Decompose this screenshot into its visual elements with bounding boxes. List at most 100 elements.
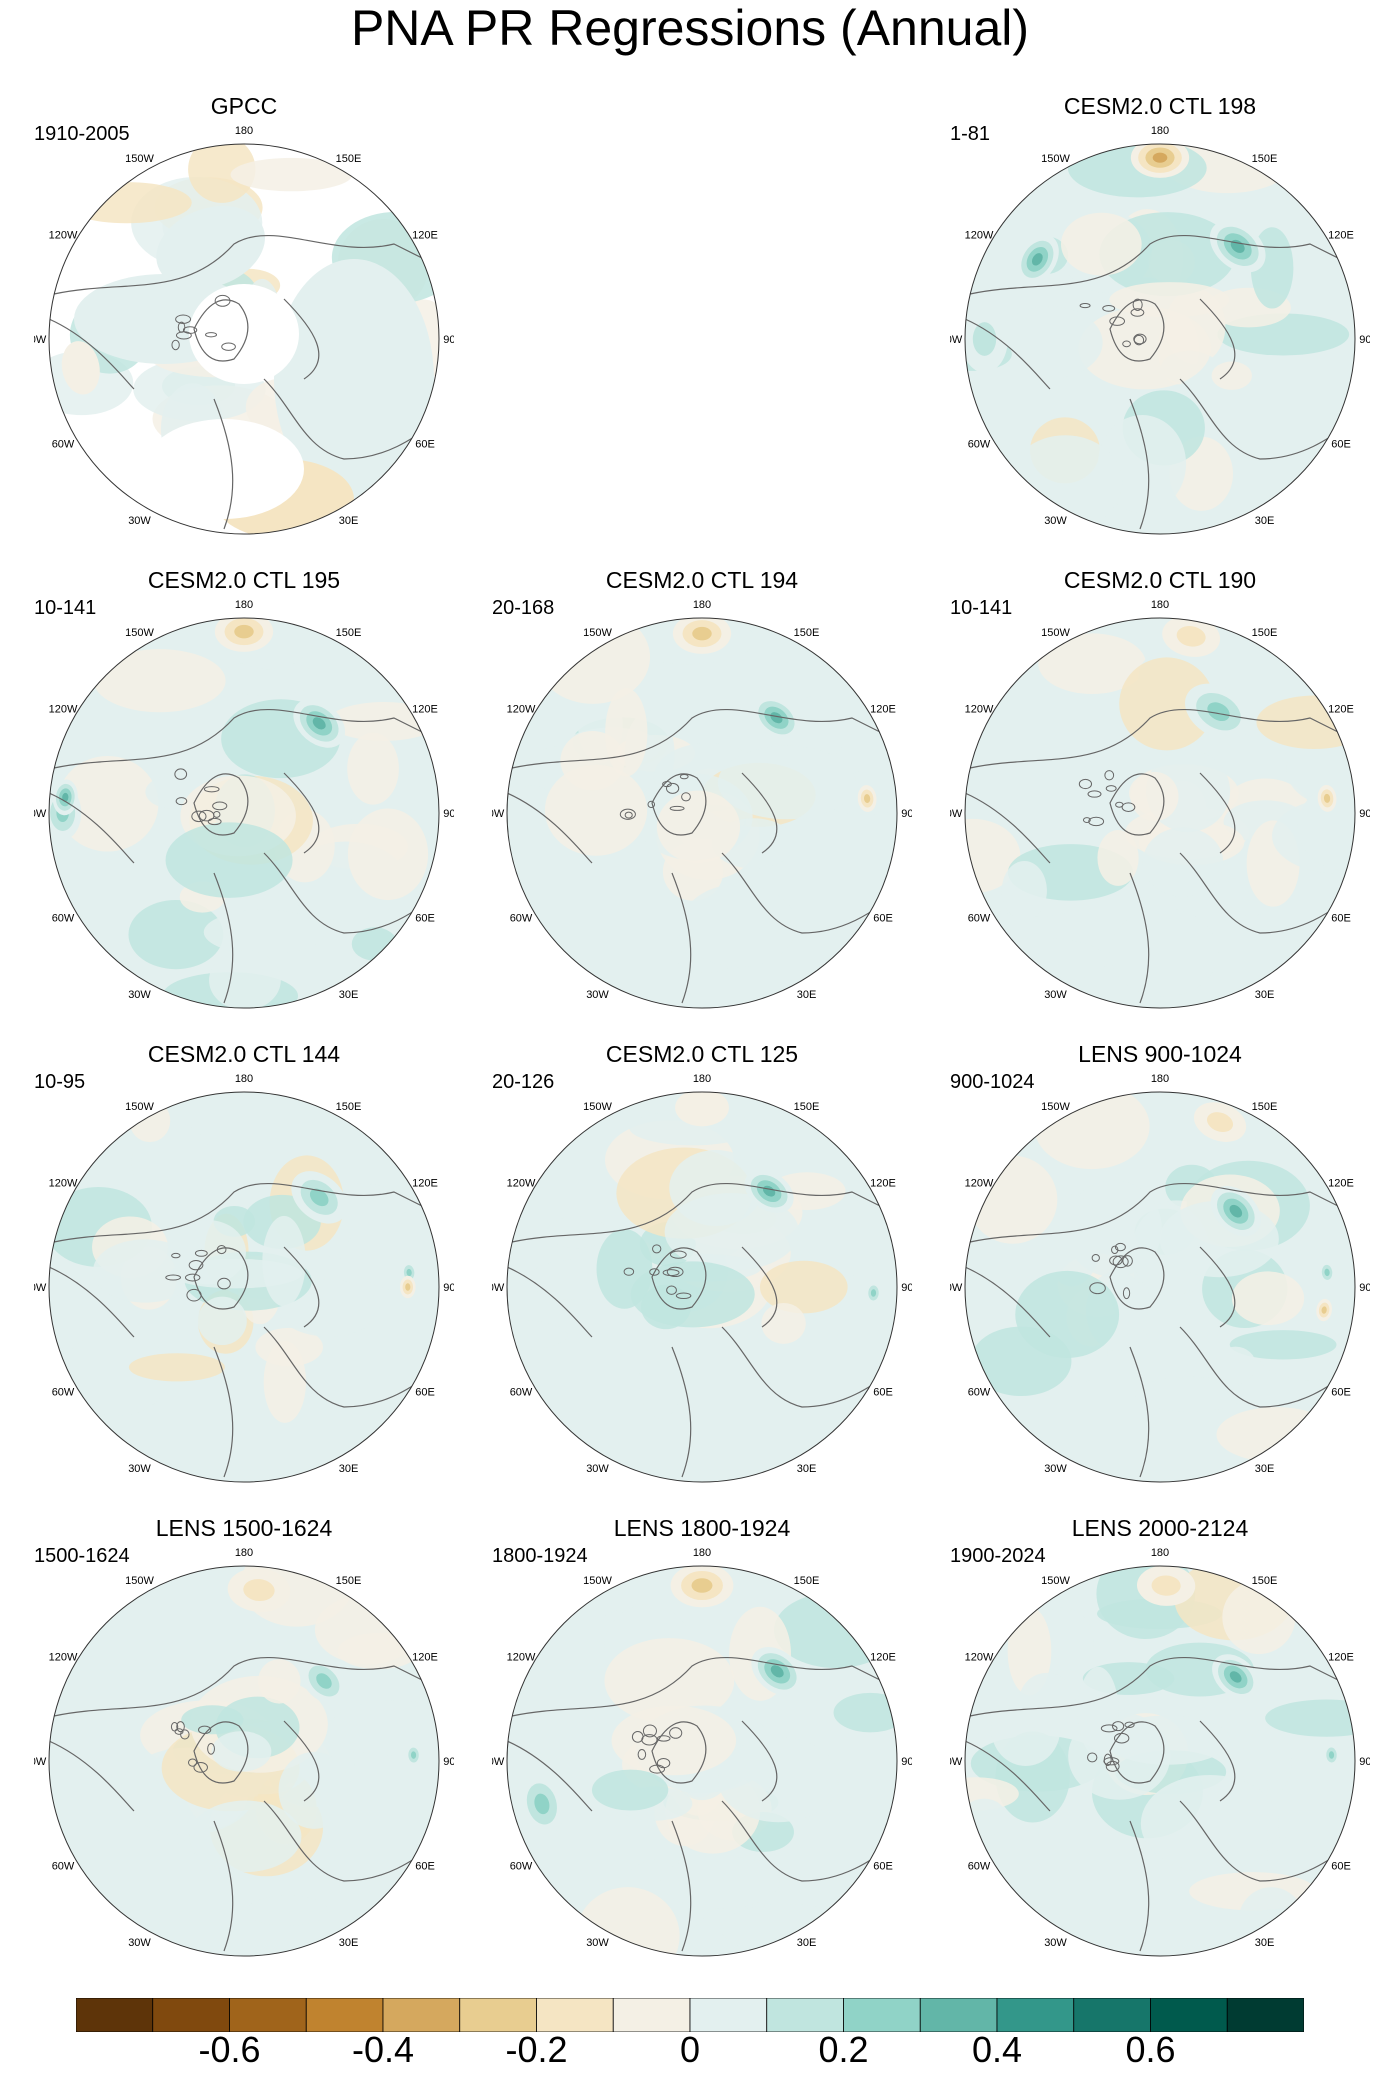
precip-patch: [1142, 827, 1224, 897]
longitude-label: 180: [235, 125, 253, 137]
island: [649, 1268, 660, 1276]
coastline: [283, 772, 320, 854]
precip-anomaly: [1328, 1751, 1335, 1759]
polar-map: 180150E120E90E60E30E030W60W90W120W150W: [34, 1547, 454, 1957]
precip-anomaly: [316, 1673, 332, 1689]
precip-patch: [720, 1903, 852, 1954]
colorbar-tick-label: 0: [679, 2029, 701, 2070]
island: [675, 1292, 692, 1300]
island: [1102, 304, 1116, 312]
precip-anomaly: [1229, 1204, 1243, 1218]
island: [221, 342, 236, 351]
island: [631, 1731, 644, 1743]
coastline: [49, 792, 135, 864]
polar-map: 180150E120E90E60E30E030W60W90W120W150W: [950, 125, 1370, 535]
island: [679, 773, 689, 780]
precip-anomaly: [770, 712, 783, 724]
precip-patch: [717, 745, 856, 820]
longitude-label: 60W: [52, 913, 75, 925]
longitude-label: 30E: [1255, 515, 1275, 527]
longitude-label: 150W: [583, 1575, 612, 1587]
longitude-label: 180: [693, 1547, 711, 1559]
map-boundary: [506, 1091, 898, 1483]
longitude-label: 150W: [583, 1101, 612, 1113]
panel-period: 10-141: [950, 597, 1013, 619]
coastline: [1129, 872, 1150, 1004]
longitude-label: 120E: [1328, 230, 1354, 242]
map-boundary: [48, 143, 440, 535]
island: [207, 817, 222, 826]
island: [1109, 316, 1126, 326]
coastline: [969, 235, 1355, 295]
precip-anomaly: [1206, 1112, 1234, 1133]
island: [1104, 770, 1115, 781]
island: [188, 1758, 198, 1767]
island: [1091, 1254, 1100, 1262]
precip-patch: [165, 822, 293, 898]
precip-patch: [246, 1895, 328, 1926]
precip-patch: [1265, 1699, 1355, 1737]
island: [656, 1758, 671, 1769]
colorbar-tick-label: -0.6: [198, 2029, 261, 2070]
colorbar-bin: [1073, 1998, 1151, 2032]
page-title: PNA PR Regressions (Annual): [350, 0, 1030, 56]
longitude-label: 90E: [901, 1282, 912, 1294]
longitude-label: 150E: [794, 1101, 820, 1113]
coastline: [507, 1266, 593, 1338]
longitude-label: 150E: [336, 1101, 362, 1113]
map-panel: CESM2.0 CTL 144 10-95 180 150E 120E 90E 60E 30E…: [34, 1040, 454, 1490]
coastline: [53, 709, 439, 769]
longitude-label: 60W: [968, 439, 991, 451]
longitude-label: 30W: [1044, 1463, 1067, 1475]
precip-patch: [347, 808, 429, 901]
coastline: [965, 1266, 1051, 1338]
precip-anomaly: [62, 792, 69, 802]
precip-patch: [1130, 771, 1179, 822]
island: [184, 1273, 201, 1282]
coastline: [1109, 1721, 1165, 1784]
precip-anomaly: [406, 1268, 412, 1277]
island: [1113, 1732, 1130, 1744]
precip-patch: [1211, 361, 1252, 390]
longitude-label: 60E: [1331, 1861, 1351, 1873]
longitude-label: 180: [235, 1073, 253, 1085]
longitude-label: 150W: [583, 627, 612, 639]
longitude-label: 60W: [52, 1861, 75, 1873]
colorbar-bin: [382, 1998, 461, 2032]
longitude-label: 120W: [49, 1652, 78, 1664]
precip-patch: [1038, 633, 1146, 695]
longitude-label: 150E: [336, 1575, 362, 1587]
precip-anomaly: [770, 1665, 784, 1678]
island: [1109, 1255, 1123, 1266]
precip-patch: [783, 696, 848, 762]
panel-title: LENS 900-1024: [1078, 1041, 1242, 1067]
polar-map: 180150E120E90E60E30E030W60W90W120W150W: [492, 599, 912, 1009]
precip-patch: [1286, 732, 1355, 806]
coastline: [741, 1246, 778, 1328]
island: [669, 805, 685, 811]
longitude-label: 30E: [339, 989, 359, 1001]
map-boundary: [964, 1091, 1356, 1483]
precip-patch: [761, 1302, 806, 1344]
island: [649, 1764, 666, 1774]
precip-anomaly: [691, 1578, 713, 1593]
precip-patch: [257, 1659, 301, 1704]
precip-patch: [128, 1353, 225, 1382]
longitude-label: 180: [1151, 1547, 1169, 1559]
colorbar-bin: [305, 1998, 384, 2032]
precip-patch: [57, 755, 159, 852]
longitude-label: 60W: [510, 1387, 533, 1399]
precip-patch: [329, 1700, 439, 1756]
precip-anomaly: [234, 624, 254, 639]
longitude-label: 90W: [34, 1756, 47, 1768]
island: [182, 326, 198, 334]
panel-title: CESM2.0 CTL 190: [1063, 567, 1257, 593]
precip-patch: [575, 1887, 680, 1956]
map-panel: CESM2.0 CTL 195 10-141 180 150E 120E 90E 60E 30…: [34, 566, 454, 1016]
coastline: [213, 1820, 234, 1952]
longitude-label: 90E: [1359, 1756, 1370, 1768]
map-panel: CESM2.0 CTL 194 20-168 180 150E 120E 90E 60E 30…: [492, 566, 912, 1016]
map-panel: LENS 900-1024 900-1024 180 150E 120E 90E 60E 30…: [950, 1040, 1370, 1490]
precip-patch: [189, 1800, 302, 1873]
coastline: [969, 1657, 1355, 1717]
